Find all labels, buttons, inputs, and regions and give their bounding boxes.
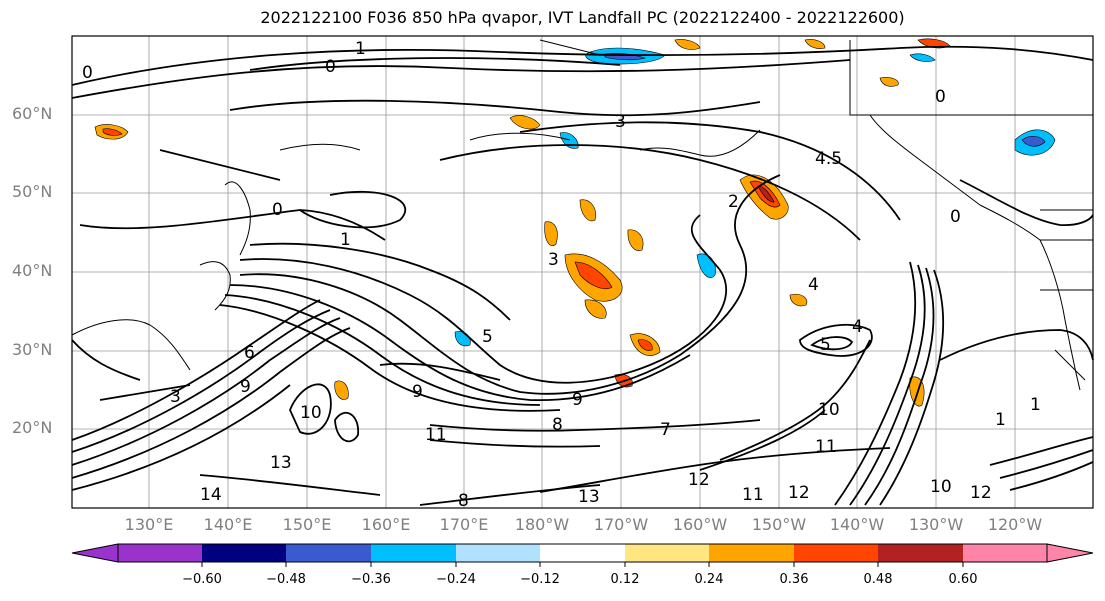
contour-label: 9: [412, 382, 423, 402]
contour-label: 0: [935, 87, 946, 107]
qvapor-shading: [94, 38, 1056, 407]
lon-label: 180°W: [514, 515, 570, 534]
colorbar-segment: [286, 544, 371, 562]
figure-title: 2022122100 F036 850 hPa qvapor, IVT Land…: [260, 8, 905, 27]
colorbar-segment: [963, 544, 1047, 562]
colorbar-segment: [540, 544, 625, 562]
contour-label: 13: [270, 453, 292, 473]
lon-label: 140°W: [829, 515, 885, 534]
lat-label: 30°N: [12, 340, 53, 359]
colorbar-segment: [878, 544, 963, 562]
colorbar-tick-label: −0.24: [436, 572, 476, 587]
contour-label: 8: [458, 491, 469, 511]
contour-labels: 1 0 3 4.5 2 0 0 1 4 4 5 5 6 3 9 9 9 8 10…: [82, 39, 1041, 511]
contour-label: 9: [572, 390, 583, 410]
contour-label: 0: [272, 200, 283, 220]
contour-label: 3: [548, 250, 559, 270]
lon-label: 150°E: [282, 515, 332, 534]
contour-label: 13: [578, 487, 600, 507]
colorbar-tick-label: 0.36: [779, 572, 809, 587]
colorbar-tick-label: −0.12: [520, 572, 560, 587]
contour-label: 12: [970, 483, 992, 503]
contour-label: 5: [482, 327, 493, 347]
contour-label: 14: [200, 485, 222, 505]
colorbar-tick-label: −0.48: [266, 572, 306, 587]
colorbar-tick-label: 0.48: [863, 572, 893, 587]
colorbar-segment: [202, 544, 286, 562]
contour-label: 1: [1030, 395, 1041, 415]
lon-label: 170°W: [593, 515, 649, 534]
contour-label: 3: [615, 112, 626, 132]
contour-label: 1: [995, 410, 1006, 430]
contour-label: 1: [340, 230, 351, 250]
colorbar-segment: [371, 544, 456, 562]
colorbar-frame: [117, 543, 1048, 563]
contour-label: 0: [82, 63, 93, 83]
contour-label: 12: [788, 483, 810, 503]
colorbar-extend-low: [71, 543, 119, 563]
lon-label: 160°W: [672, 515, 728, 534]
colorbar-tick-label: −0.60: [182, 572, 222, 587]
colorbar-segment: [456, 544, 540, 562]
contour-label: 10: [930, 477, 952, 497]
colorbar-segment: [794, 544, 878, 562]
contour-label: 6: [244, 343, 255, 363]
contour-label: 10: [818, 400, 840, 420]
colorbar-extend-high: [1046, 543, 1094, 563]
lon-label: 140°E: [203, 515, 253, 534]
contour-label: 1: [355, 39, 366, 59]
contour-label: 0: [325, 57, 336, 77]
contour-label: 4: [852, 317, 863, 337]
lon-label: 130°W: [908, 515, 964, 534]
contour-label: 5: [820, 335, 831, 355]
colorbar-tick-label: 0.24: [694, 572, 724, 587]
lat-label: 60°N: [12, 104, 53, 123]
contour-label: 3: [170, 387, 181, 407]
contour-label: 0: [950, 207, 961, 227]
lon-label: 160°E: [361, 515, 411, 534]
ivt-contours: [71, 45, 1094, 506]
contour-label: 8: [552, 415, 563, 435]
lon-label: 120°W: [987, 515, 1043, 534]
contour-label: 11: [425, 425, 447, 445]
colorbar-segment: [625, 544, 709, 562]
contour-label: 4.5: [815, 149, 842, 169]
colorbar-tick-label: −0.36: [351, 572, 391, 587]
contour-label: 11: [815, 437, 837, 457]
lon-label: 130°E: [124, 515, 174, 534]
colorbar-segment: [118, 544, 202, 562]
lat-label: 20°N: [12, 418, 53, 437]
lon-label: 170°E: [439, 515, 489, 534]
colorbar-tick-label: 0.60: [948, 572, 978, 587]
colorbar-tick-label: 0.12: [610, 572, 640, 587]
contour-label: 2: [728, 192, 739, 212]
lat-label: 40°N: [12, 261, 53, 280]
map-frame: [71, 35, 1094, 509]
contour-label: 11: [742, 485, 764, 505]
contour-label: 9: [240, 377, 251, 397]
contour-label: 10: [300, 403, 322, 423]
colorbar: [71, 543, 1094, 567]
contour-label: 12: [688, 470, 710, 490]
coastlines: [71, 39, 1093, 391]
colorbar-segment: [709, 544, 794, 562]
contour-label: 7: [660, 420, 671, 440]
lat-label: 50°N: [12, 182, 53, 201]
contour-label: 4: [808, 275, 819, 295]
lon-label: 150°W: [751, 515, 807, 534]
